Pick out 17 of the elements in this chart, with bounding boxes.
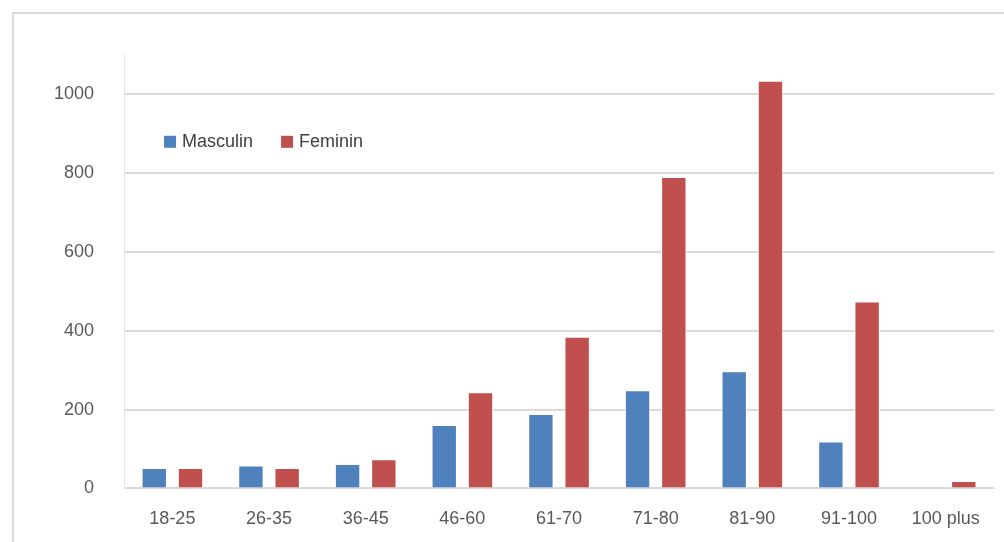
x-tick-label: 61-70 [536,508,583,529]
x-tick-label: 100 plus [911,508,980,529]
x-tick-label: 26-35 [246,508,293,529]
legend-label: Masculin [182,130,254,151]
y-tick-label: 200 [64,398,95,419]
x-tick-label: 91-100 [820,508,878,529]
x-tick-label: 46-60 [439,508,486,529]
x-tick-label: 81-90 [729,508,776,529]
legend-label: Feminin [299,130,364,151]
y-tick-label: 400 [64,319,95,340]
x-tick-label: 36-45 [342,508,389,529]
x-tick-label: 71-80 [632,508,679,529]
y-tick-label: 1000 [54,83,95,104]
y-tick-label: 800 [64,162,95,183]
x-tick-label: 18-25 [149,508,196,529]
y-tick-label: 0 [84,477,95,498]
y-tick-label: 600 [64,240,95,261]
